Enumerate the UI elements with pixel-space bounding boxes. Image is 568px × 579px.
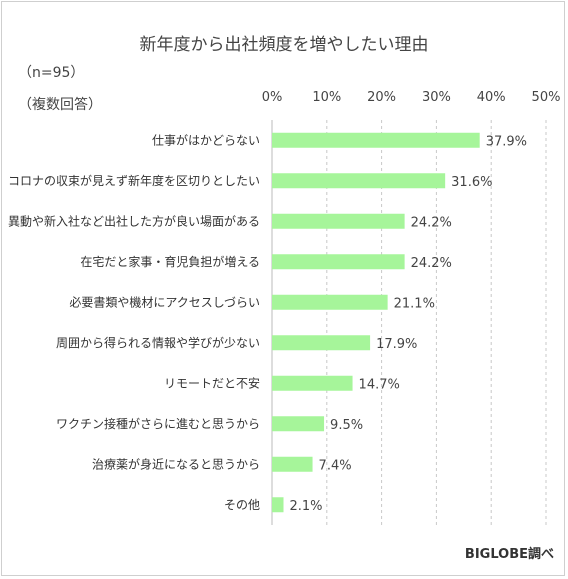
source-credit: BIGLOBE調べ <box>464 547 554 562</box>
value-label: 24.2% <box>411 215 452 230</box>
x-tick-label: 20% <box>367 90 396 105</box>
chart-title: 新年度から出社頻度を増やしたい理由 <box>139 35 429 55</box>
x-tick-label: 10% <box>312 90 341 105</box>
category-label: コロナの収束が見えず新年度を区切りとしたい <box>8 173 260 188</box>
bar <box>272 173 446 189</box>
bar <box>272 213 405 229</box>
bar <box>272 335 371 351</box>
value-label: 17.9% <box>376 337 417 352</box>
category-label: 必要書類や機材にアクセスしづらい <box>69 294 260 309</box>
category-label: 周囲から得られる情報や学びが少ない <box>56 335 260 350</box>
category-label: 異動や新入社など出社した方が良い場面がある <box>8 213 260 228</box>
bar <box>272 254 405 270</box>
category-label: その他 <box>224 498 260 512</box>
value-label: 37.9% <box>486 134 527 149</box>
value-label: 2.1% <box>290 499 323 514</box>
category-label: リモートだと不安 <box>164 375 260 390</box>
bar <box>272 132 480 148</box>
category-label: 仕事がはかどらない <box>152 132 260 147</box>
value-label: 24.2% <box>411 256 452 271</box>
bar <box>272 497 284 513</box>
category-label: 治療薬が身近になると思うから <box>92 456 260 471</box>
x-tick-label: 40% <box>477 90 506 105</box>
value-label: 21.1% <box>394 296 435 311</box>
category-label: 在宅だと家事・育児負担が増える <box>80 254 260 269</box>
x-tick-label: 0% <box>262 90 283 105</box>
value-label: 7.4% <box>319 458 352 473</box>
bar <box>272 416 325 432</box>
bar <box>272 375 353 391</box>
bar <box>272 294 388 310</box>
value-label: 9.5% <box>330 418 363 433</box>
x-tick-label: 50% <box>532 90 561 105</box>
sample-size-note: （n=95） <box>18 65 85 81</box>
x-tick-label: 30% <box>422 90 451 105</box>
category-label: ワクチン接種がさらに進むと思うから <box>56 416 260 431</box>
bar <box>272 456 313 472</box>
value-label: 14.7% <box>359 377 400 392</box>
value-label: 31.6% <box>451 175 492 190</box>
multiple-answer-note: （複数回答） <box>18 97 102 113</box>
